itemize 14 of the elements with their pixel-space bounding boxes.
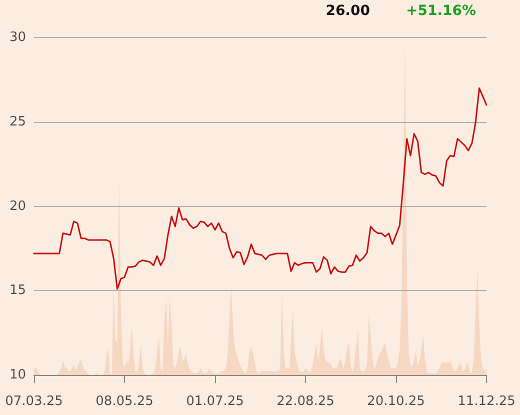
- y-tick-label: 30: [9, 30, 26, 45]
- x-tick-label: 11.12.25: [458, 394, 516, 409]
- y-tick-label: 20: [9, 198, 26, 214]
- y-tick-label: 15: [9, 283, 26, 298]
- x-tick-label: 22.08.25: [276, 394, 334, 409]
- line-series: [33, 87, 488, 290]
- text: +51.16%: [406, 3, 476, 19]
- x-tick-label: 20.10.25: [367, 394, 425, 409]
- y-tick-label: 25: [9, 114, 26, 130]
- x-tick-label: 01.07.25: [186, 394, 244, 409]
- y-tick-label: 10: [9, 368, 26, 382]
- x-tick-label: 08.05.25: [96, 394, 154, 409]
- text: 26.00: [326, 3, 370, 19]
- x-tick-label: 07.03.25: [5, 394, 63, 409]
